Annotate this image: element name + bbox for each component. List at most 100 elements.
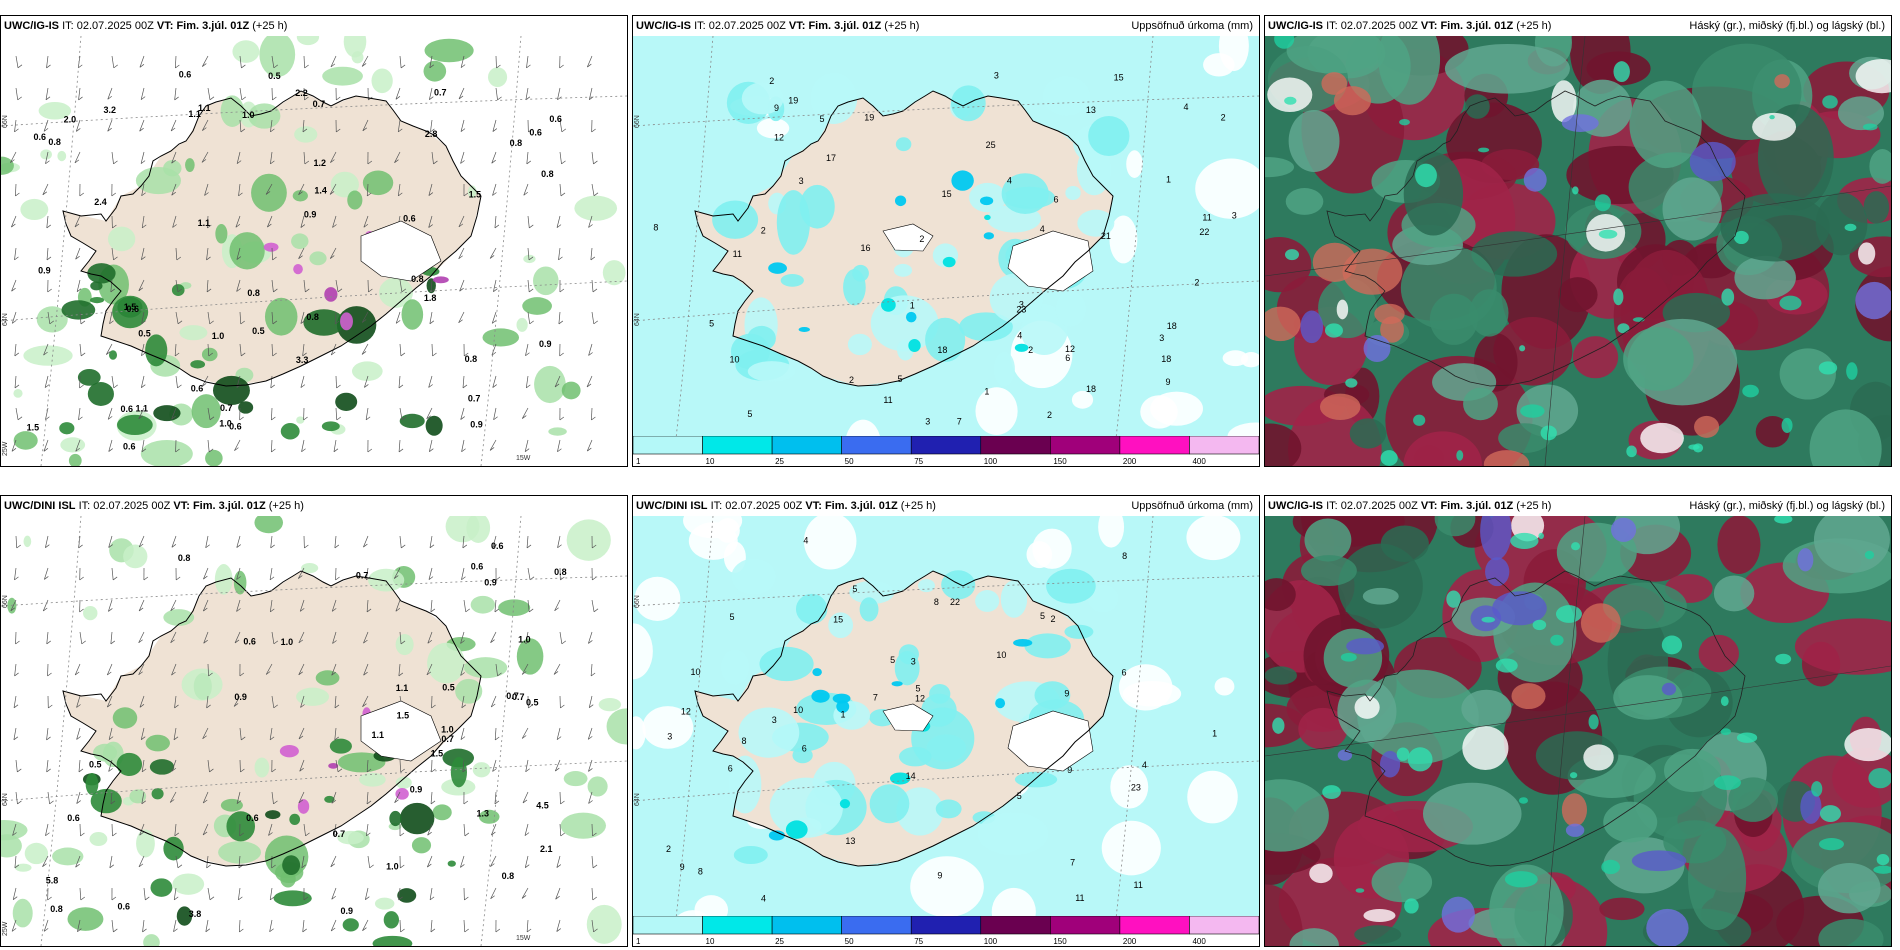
- value-label: 0.6: [34, 132, 47, 142]
- legend-swatch: [771, 916, 842, 935]
- value-label: 6: [1065, 353, 1070, 363]
- value-label: 0.9: [539, 339, 552, 349]
- map-view[interactable]: [1265, 516, 1891, 946]
- value-label: 0.9: [304, 209, 317, 219]
- value-label: 1.4: [314, 186, 327, 196]
- value-label: 0.8: [247, 288, 260, 298]
- value-label: 1.5: [124, 302, 137, 312]
- field-shading: [82, 738, 475, 946]
- value-label: 0.8: [178, 553, 191, 563]
- value-label: 2: [919, 234, 924, 244]
- legend-tick: 75: [914, 937, 923, 946]
- field-shading: [1274, 36, 1878, 466]
- value-label: 0.9: [340, 906, 353, 916]
- value-label: 2.1: [540, 844, 553, 854]
- value-label: 4: [761, 894, 766, 904]
- map-view[interactable]: [1265, 36, 1891, 466]
- lat-label-66: 66N: [2, 595, 9, 608]
- panel-header: UWC/DINI ISL IT: 02.07.2025 00Z VT: Fim.…: [633, 496, 1259, 516]
- value-label: 0.9: [484, 577, 497, 587]
- value-label: 23: [1016, 304, 1026, 314]
- legend-swatch: [633, 916, 703, 935]
- value-label: 3.8: [189, 909, 202, 919]
- legend-swatch: [910, 436, 982, 455]
- legend-tick: 100: [984, 937, 998, 946]
- value-label: 1.8: [424, 293, 437, 303]
- map-svg: 66N64N25W15W1.10.80.60.60.50.70.60.60.60…: [1, 36, 627, 466]
- legend-tick: 1: [636, 457, 641, 466]
- field-shading: [1, 36, 626, 466]
- map-view[interactable]: 66N 64N 25W 15W 1.0 0.5 0.6 1.5 0.6 0.8 1.1 0.8 0.7 0…: [1, 516, 627, 946]
- value-label: 9: [680, 862, 685, 872]
- legend-tick: 10: [706, 937, 715, 946]
- field-shading: [1265, 516, 1891, 946]
- value-label: 8: [1122, 551, 1127, 561]
- map-view[interactable]: 66N64N25W15W3151167131011129221523105476…: [633, 516, 1259, 946]
- value-label: 0.8: [502, 871, 515, 881]
- value-label: 0.8: [465, 354, 478, 364]
- value-label: 4: [803, 535, 808, 545]
- value-label: 11: [733, 249, 742, 259]
- value-label: 12: [681, 706, 691, 716]
- map-svg: [1265, 36, 1891, 466]
- model-name: UWC/IG-IS: [636, 20, 691, 32]
- value-label: 0.9: [410, 784, 423, 794]
- legend-tick: 400: [1192, 937, 1206, 946]
- legend-swatch: [841, 436, 912, 455]
- value-label: 0.7: [333, 829, 346, 839]
- value-label: 0.5: [442, 683, 455, 693]
- value-label: 0.7: [220, 403, 233, 413]
- panel-clouds-ig: UWC/IG-IS IT: 02.07.2025 00Z VT: Fim. 3.…: [1264, 15, 1892, 467]
- value-label: 13: [845, 836, 855, 846]
- value-label: 3.3: [296, 355, 309, 365]
- lead-time: (+25 h): [884, 20, 920, 32]
- panel-header: UWC/IG-IS IT: 02.07.2025 00Z VT: Fim. 3.…: [1, 16, 627, 36]
- value-label: 0.6: [491, 541, 504, 551]
- panel-precip-wind-dini: UWC/DINI ISL IT: 02.07.2025 00Z VT: Fim.…: [0, 495, 628, 947]
- legend-tick: 150: [1053, 457, 1067, 466]
- value-label: 2: [1221, 113, 1226, 123]
- value-label: 0.6: [471, 562, 484, 572]
- vt-label: VT: Fim. 3.júl. 01Z: [156, 20, 250, 32]
- value-label: 2: [666, 844, 671, 854]
- value-label: 19: [788, 96, 798, 106]
- value-label: 1.0: [441, 725, 454, 735]
- panel-title: Uppsöfnuð úrkoma (mm): [1131, 20, 1253, 32]
- wind-barbs: [10, 535, 599, 933]
- map-view[interactable]: 66N 64N 25W 15W 1.1 0.8 0.6 0.6 0.5 0.7 0.6 0.6 0.6 0…: [1, 36, 627, 466]
- value-label: 2: [769, 76, 774, 86]
- value-label: 0.6: [179, 70, 192, 80]
- panel-clouds-dini: UWC/IG-IS IT: 02.07.2025 00Z VT: Fim. 3.…: [1264, 495, 1892, 947]
- legend-svg: 1 10 25 50 75 100 150 200 400: [633, 436, 1259, 466]
- value-label: 7: [957, 417, 962, 427]
- value-label: 1.2: [313, 158, 326, 168]
- value-label: 4: [1040, 224, 1045, 234]
- legend-tick: 50: [845, 457, 854, 466]
- value-label: 1.0: [386, 861, 399, 871]
- panel-accumulated-precip-dini: UWC/DINI ISL IT: 02.07.2025 00Z VT: Fim.…: [632, 495, 1260, 947]
- vt-label: VT: Fim. 3.júl. 01Z: [173, 500, 266, 512]
- legend-swatch: [1189, 916, 1259, 935]
- value-label: 2: [849, 375, 854, 385]
- value-label: 5: [852, 584, 857, 594]
- value-label: 11: [1202, 213, 1211, 223]
- vt-label: VT: Fim. 3.júl. 01Z: [1420, 500, 1514, 512]
- value-label: 0.8: [411, 274, 424, 284]
- value-label: 0.8: [50, 904, 63, 914]
- value-label: 11: [1134, 880, 1143, 890]
- it-label: IT:: [694, 20, 706, 32]
- map-view[interactable]: 66N64N25W15W2215912171574356323111818191…: [633, 36, 1259, 466]
- value-label: 1.5: [397, 711, 410, 721]
- lat-label-64: 64N: [634, 313, 641, 326]
- value-label: 0.6: [67, 813, 80, 823]
- value-label: 1.1: [371, 730, 384, 740]
- value-label: 3: [925, 416, 930, 426]
- value-label: 0.9: [234, 692, 247, 702]
- value-label: 4: [1142, 760, 1147, 770]
- value-label: 0.9: [38, 266, 51, 276]
- value-label: 0.6: [403, 214, 416, 224]
- value-label: 18: [1161, 354, 1171, 364]
- value-label: 5: [890, 655, 895, 665]
- legend-tick: 50: [845, 937, 854, 946]
